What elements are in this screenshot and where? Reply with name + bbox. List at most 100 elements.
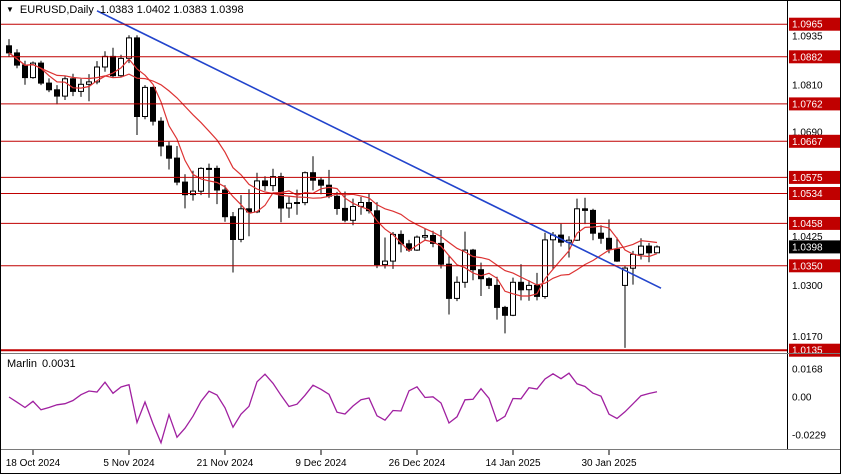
candle-body xyxy=(302,172,308,204)
candle-body xyxy=(542,239,548,297)
candle-body xyxy=(446,263,452,299)
candle-body xyxy=(190,190,196,196)
price-axis-label: 1.0170 xyxy=(792,332,823,343)
candle-body xyxy=(614,248,620,262)
candle-body xyxy=(582,208,588,211)
candle-body xyxy=(398,233,404,245)
price-axis-label: 1.0690 xyxy=(792,128,823,139)
level-price-tag-text: 1.0965 xyxy=(792,20,823,31)
candle-body xyxy=(294,202,300,204)
candle-body xyxy=(430,235,436,244)
level-price-tag-text: 1.0667 xyxy=(792,137,823,148)
level-price-tag-text: 1.0882 xyxy=(792,52,823,63)
candle-body xyxy=(86,81,92,85)
level-price-tag-text: 1.0575 xyxy=(792,173,823,184)
time-axis-label: 30 Jan 2025 xyxy=(581,458,636,469)
candle-body xyxy=(54,89,60,97)
candle-body xyxy=(342,207,348,221)
candle-body xyxy=(646,245,652,254)
level-price-tag xyxy=(789,17,840,31)
candle-body xyxy=(334,195,340,210)
time-axis-label: 26 Dec 2024 xyxy=(389,458,446,469)
indicator-axis-label: -0.0229 xyxy=(792,431,826,442)
level-price-tag xyxy=(789,50,840,64)
time-axis-label: 14 Jan 2025 xyxy=(485,458,540,469)
candle-body xyxy=(142,86,148,118)
time-axis-label: 18 Oct 2024 xyxy=(6,458,61,469)
candle-body xyxy=(590,209,596,234)
candle-body xyxy=(654,246,660,254)
candle-body xyxy=(622,267,628,286)
indicator-axis-label: 0.0168 xyxy=(792,365,823,376)
candle-body xyxy=(222,189,228,218)
candle-body xyxy=(6,45,12,54)
moving-average-line-fast xyxy=(8,52,658,297)
candle-body xyxy=(94,66,100,83)
candle-body xyxy=(174,157,180,183)
candle-body xyxy=(518,281,524,291)
candle-body xyxy=(470,249,476,271)
candle-body xyxy=(30,62,36,79)
candle-body xyxy=(318,179,324,186)
candle-body xyxy=(422,235,428,238)
level-price-tag-text: 1.0534 xyxy=(792,189,823,200)
candle-body xyxy=(510,281,516,316)
candle-body xyxy=(158,120,164,147)
candle-body xyxy=(70,78,76,92)
candle-body xyxy=(374,210,380,266)
price-axis-label: 1.0935 xyxy=(792,32,823,43)
indicator-label: Marlin 0.0031 xyxy=(7,358,76,370)
candle-body xyxy=(46,82,52,91)
candle-body xyxy=(286,202,292,209)
candle-body xyxy=(182,181,188,196)
time-axis-label: 9 Dec 2024 xyxy=(295,458,347,469)
candle-body xyxy=(254,180,260,213)
dropdown-triangle-icon: ▼ xyxy=(6,5,14,14)
level-price-tag-text: 1.0458 xyxy=(792,219,823,230)
candle-body xyxy=(230,216,236,240)
candle-body xyxy=(526,284,532,291)
candle-body xyxy=(206,167,212,170)
candle-body xyxy=(22,64,28,79)
level-price-tag-text: 1.0762 xyxy=(792,99,823,110)
candle-body xyxy=(238,208,244,240)
level-price-tag xyxy=(789,187,840,200)
candle-body xyxy=(502,306,508,316)
candle-body xyxy=(382,260,388,266)
candle-body xyxy=(270,176,276,187)
level-price-tag xyxy=(789,216,840,230)
candle-body xyxy=(638,245,644,255)
candle-body xyxy=(38,62,44,84)
time-axis-label: 5 Nov 2024 xyxy=(103,458,155,469)
level-price-tag-text: 1.0350 xyxy=(792,261,823,272)
candle-body xyxy=(126,37,132,59)
ohlc-quote-values: 1.0383 1.0402 1.0383 1.0398 xyxy=(99,4,244,16)
level-price-tag xyxy=(789,97,840,111)
level-price-tag-text: 1.0135 xyxy=(792,346,823,357)
current-price-tag xyxy=(789,240,840,254)
level-price-tag xyxy=(789,170,840,184)
candle-body xyxy=(438,242,444,265)
indicator-axis-label: 0.00 xyxy=(792,393,812,404)
candle-body xyxy=(214,167,220,191)
level-price-tag xyxy=(789,259,840,273)
symbol-timeframe-label: EURUSD,Daily xyxy=(19,4,94,16)
price-axis-label: 1.0425 xyxy=(792,232,823,243)
level-price-tag xyxy=(789,134,840,148)
candle-body xyxy=(102,55,108,68)
candle-body xyxy=(478,269,484,280)
candle-body xyxy=(606,237,612,250)
candle-body xyxy=(598,232,604,239)
time-axis-label: 21 Nov 2024 xyxy=(197,458,254,469)
marlin-indicator-line xyxy=(8,372,658,445)
price-axis-label: 1.0300 xyxy=(792,281,823,292)
candle-body xyxy=(574,208,580,241)
candle-body xyxy=(262,180,268,187)
current-price-tag-text: 1.0398 xyxy=(792,242,823,253)
candle-body xyxy=(166,145,172,159)
candle-body xyxy=(454,281,460,299)
candle-body xyxy=(62,78,68,97)
candle-body xyxy=(494,284,500,308)
moving-average-line-slow xyxy=(8,52,658,286)
